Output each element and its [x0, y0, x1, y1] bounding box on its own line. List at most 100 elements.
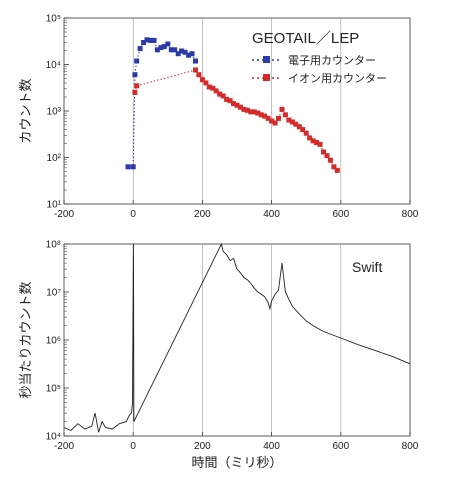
- bottom-x-tick-label: 600: [332, 441, 349, 452]
- top-series-1-point: [276, 115, 281, 121]
- top-series-1-point: [269, 118, 275, 124]
- top-series-1-point: [134, 83, 140, 89]
- top-x-tick-label: 200: [194, 209, 211, 220]
- top-series-1-point: [255, 110, 261, 116]
- top-series-0-point: [132, 72, 138, 78]
- bottom-x-tick-label: 200: [194, 441, 211, 452]
- top-x-tick-labels: -200 0 200 400 600 800: [54, 200, 419, 220]
- bottom-y-tick-label: 10⁶: [46, 336, 61, 347]
- top-series-1-point: [258, 112, 264, 118]
- bottom-y-tick-label: 10⁷: [46, 288, 61, 299]
- top-series-1-point: [307, 135, 313, 141]
- top-series-1-point: [203, 80, 209, 86]
- top-x-tick-label: 600: [332, 209, 349, 220]
- top-series-1-point: [196, 72, 202, 78]
- top-series-0-point: [168, 47, 174, 53]
- top-y-tick-label: 10²: [47, 153, 62, 164]
- top-series-0-point: [179, 48, 185, 54]
- top-series-1-point: [334, 167, 340, 173]
- top-series-1-point: [310, 138, 316, 144]
- legend-electron-label: 電子用カウンター: [288, 54, 376, 67]
- top-series-1-point: [324, 153, 330, 159]
- legend-ion-label: イオン用カウンター: [288, 72, 387, 85]
- bottom-series-0-line: [63, 242, 411, 433]
- top-series-1-point: [241, 106, 247, 112]
- bottom-y-tick-label: 10⁸: [46, 240, 61, 251]
- top-series-0-point: [141, 40, 147, 45]
- top-series-1-point: [289, 119, 295, 125]
- bottom-x-tick-labels: -200 0 200 400 600 800: [54, 432, 419, 452]
- swift-annotation: Swift: [352, 259, 382, 275]
- top-series-1-point: [206, 84, 212, 90]
- top-series-1-point: [303, 130, 309, 136]
- top-series-0-point: [137, 46, 143, 52]
- top-series-0-point: [182, 49, 188, 55]
- top-series-1-point: [327, 157, 333, 163]
- top-series-1-point: [234, 102, 240, 108]
- bottom-chart: -200 0 200 400 600 800 10⁴ 10⁵ 10⁶ 10⁷ 10⁸ 秒当たりカウ…: [19, 240, 419, 472]
- legend-electron-marker: [263, 56, 270, 63]
- bottom-x-tick-label: 0: [130, 441, 136, 452]
- top-series-1-point: [199, 77, 205, 83]
- top-series-0-point: [130, 164, 136, 170]
- top-series-1-point: [300, 127, 306, 133]
- top-series-1-point: [279, 106, 285, 112]
- top-series-0-point: [134, 58, 140, 64]
- top-y-tick-labels: 10¹ 10² 10³ 10⁴ 10⁵: [46, 14, 69, 211]
- top-y-tick-label: 10⁴: [46, 60, 61, 71]
- top-series-0-point: [151, 37, 157, 43]
- top-series-1-point: [321, 149, 326, 155]
- top-y-axis-title: カウント数: [19, 78, 34, 143]
- top-series-1-point: [286, 117, 292, 123]
- top-series-1-point: [293, 121, 299, 127]
- top-series-0-point: [154, 47, 160, 53]
- top-series-1-point: [231, 101, 236, 107]
- bottom-y-tick-label: 10⁵: [46, 384, 61, 395]
- top-y-tick-label: 10¹: [47, 200, 62, 211]
- top-series-0-point: [175, 51, 181, 57]
- legend-title: GEOTAIL／LEP: [252, 30, 359, 47]
- top-series-1-point: [262, 113, 268, 119]
- top-series-0-point: [172, 47, 178, 53]
- top-series-0-point: [148, 37, 153, 43]
- top-series-0-point: [144, 37, 150, 43]
- top-series-1-point: [227, 98, 233, 104]
- top-series-1-point: [265, 115, 271, 121]
- legend-ion: イオン用カウンター: [252, 72, 387, 85]
- top-series-0-point: [161, 44, 167, 50]
- bottom-x-axis-title: 時間（ミリ秒）: [191, 456, 282, 471]
- legend-ion-marker: [263, 74, 270, 81]
- top-series-1-point: [248, 109, 254, 115]
- top-plot-frame: [63, 17, 411, 205]
- bottom-x-tick-label: 800: [402, 441, 419, 452]
- top-gridlines: [132, 18, 342, 204]
- bottom-plot-frame: [63, 243, 411, 437]
- top-series-1-point: [314, 140, 320, 145]
- bottom-y-tick-label: 10⁴: [46, 432, 61, 443]
- top-series-0-point: [193, 58, 198, 64]
- top-series-1-point: [213, 88, 219, 94]
- top-series-0-point: [165, 41, 171, 47]
- bottom-series-group: [63, 242, 411, 433]
- bottom-y-tick-labels: 10⁴ 10⁵ 10⁶ 10⁷ 10⁸: [46, 240, 69, 443]
- bottom-y-axis-title: 秒当たりカウント数: [19, 281, 34, 398]
- top-y-tick-label: 10⁵: [46, 14, 61, 25]
- top-series-0-point: [189, 51, 195, 57]
- top-series-0-point: [158, 45, 164, 51]
- top-x-tick-label: 800: [402, 209, 419, 220]
- top-series-1-point: [296, 124, 302, 130]
- top-series-1-point: [238, 104, 243, 110]
- top-series-1-point: [210, 85, 216, 91]
- top-x-tick-label: 400: [263, 209, 280, 220]
- top-series-1-point: [317, 141, 323, 147]
- top-x-tick-label: 0: [130, 209, 136, 220]
- top-series-1-point: [244, 107, 250, 113]
- top-series-1-point: [220, 93, 226, 99]
- top-series-1-point: [132, 89, 138, 95]
- top-x-tick-label: -200: [54, 209, 74, 220]
- legend-electron: 電子用カウンター: [252, 54, 376, 67]
- top-series-0-point: [125, 164, 131, 170]
- top-series-1-point: [224, 96, 230, 102]
- top-series-1-point: [251, 109, 257, 115]
